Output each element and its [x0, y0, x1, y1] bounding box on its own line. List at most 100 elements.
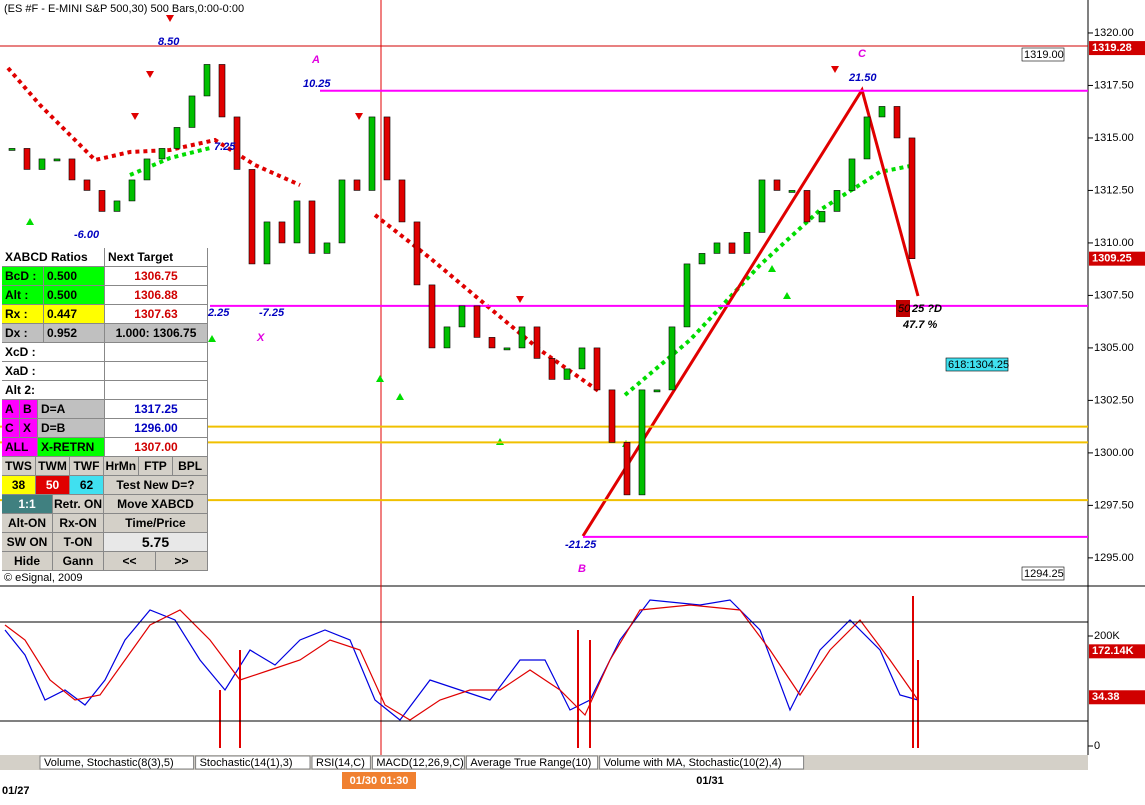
panel-button[interactable]: >>: [156, 552, 208, 570]
panel-button[interactable]: D=B: [38, 419, 105, 437]
panel-button[interactable]: 50: [36, 476, 70, 494]
panel-row: XcD :: [2, 343, 208, 362]
candle: [278, 221, 286, 244]
indicator-tab-label[interactable]: MACD(12,26,9,C): [376, 757, 463, 769]
panel-cell: XABCD Ratios: [2, 248, 105, 266]
panel-button[interactable]: HrMn: [103, 457, 139, 475]
panel-button[interactable]: Alt-ON: [2, 514, 53, 532]
candle: [443, 326, 451, 349]
annotation: -7.25: [259, 307, 285, 319]
panel-button[interactable]: 62: [70, 476, 104, 494]
candle: [128, 179, 136, 202]
annotation: 21.50: [848, 72, 877, 84]
candle: [473, 305, 481, 338]
panel-cell: 0.500: [44, 267, 105, 285]
panel-button[interactable]: Hide: [2, 552, 53, 570]
panel-button[interactable]: X: [20, 419, 38, 437]
panel-button[interactable]: Gann: [53, 552, 104, 570]
candle: [668, 326, 676, 391]
y-tick-label: 1295.00: [1094, 552, 1134, 564]
candle: [428, 284, 436, 349]
panel-row: TWS TWM TWF HrMn FTP BPL: [2, 457, 208, 476]
indicator-tab[interactable]: [465, 755, 599, 770]
price-box-label: 618:1304.25: [948, 359, 1009, 371]
panel-button[interactable]: X-RETRN: [38, 438, 105, 456]
candle: [458, 305, 466, 328]
chart-title: (ES #F - E-MINI S&P 500,30) 500 Bars,0:0…: [4, 3, 244, 15]
candle: [908, 137, 916, 259]
panel-button[interactable]: FTP: [138, 457, 174, 475]
candle: [728, 242, 736, 254]
candle: [263, 221, 271, 265]
indicator-tab-label[interactable]: RSI(14,C): [316, 757, 365, 769]
panel-button[interactable]: TWM: [35, 457, 70, 475]
indicator-tab[interactable]: [39, 755, 195, 770]
y-tick-label: 1317.50: [1094, 79, 1134, 91]
indicator-tab[interactable]: [371, 755, 465, 770]
panel-button[interactable]: A: [2, 400, 20, 418]
indicator-tab[interactable]: [599, 755, 805, 770]
annotation: 2.25: [207, 307, 230, 319]
panel-cell: XaD :: [2, 362, 105, 380]
panel-button[interactable]: T-ON: [53, 533, 104, 551]
candle: [893, 106, 901, 139]
candle: [788, 190, 796, 193]
price-box: [1021, 566, 1065, 581]
panel-button[interactable]: BPL: [173, 457, 208, 475]
panel-row: Hide Gann << >>: [2, 552, 208, 571]
panel-cell: XcD :: [2, 343, 105, 361]
candle: [758, 179, 766, 233]
panel-button[interactable]: B: [20, 400, 38, 418]
panel-row: XABCD Ratios Next Target: [2, 248, 208, 267]
panel-button[interactable]: Time/Price: [104, 514, 208, 532]
panel-button[interactable]: Test New D=?: [104, 476, 208, 494]
price-marker-label: 1309.25: [1092, 253, 1132, 265]
indicator-tab-label[interactable]: Average True Range(10): [470, 757, 591, 769]
panel-cell: 1307.63: [105, 305, 208, 323]
price-marker: [1089, 41, 1145, 56]
candle: [338, 179, 346, 244]
panel-cell: Rx :: [2, 305, 44, 323]
candle: [683, 263, 691, 328]
candle: [98, 190, 106, 212]
annotation: -6.00: [74, 229, 100, 241]
panel-button[interactable]: Rx-ON: [53, 514, 104, 532]
panel-button[interactable]: ALL: [2, 438, 38, 456]
candle: [143, 158, 151, 181]
panel-row: C X D=B 1296.00: [2, 419, 208, 438]
panel-button[interactable]: 5.75: [104, 533, 208, 551]
indicator-tab-label[interactable]: Volume, Stochastic(8(3),5): [44, 757, 174, 769]
y-tick-label: 1307.50: [1094, 289, 1134, 301]
panel-button[interactable]: 1:1: [2, 495, 53, 513]
indicator-tab[interactable]: [195, 755, 311, 770]
indicator-tab-label[interactable]: Stochastic(14(1),3): [200, 757, 293, 769]
stoch-marker: [1089, 690, 1145, 705]
panel-button[interactable]: SW ON: [2, 533, 53, 551]
annotation: B: [578, 563, 586, 575]
annotation: 25 ?D: [911, 303, 942, 315]
annotation: 47.7 %: [902, 319, 937, 331]
panel-cell: [105, 362, 208, 380]
candle: [773, 179, 781, 191]
candle: [563, 368, 571, 380]
panel-button[interactable]: TWS: [2, 457, 36, 475]
indicator-tab[interactable]: [311, 755, 371, 770]
panel-button[interactable]: C: [2, 419, 20, 437]
panel-button[interactable]: D=A: [38, 400, 105, 418]
candle: [803, 190, 811, 223]
candle: [53, 158, 61, 162]
panel-button[interactable]: TWF: [69, 457, 104, 475]
panel-cell: [105, 381, 208, 399]
stoch-marker-label: 34.38: [1092, 691, 1120, 703]
candle: [68, 158, 76, 181]
panel-button[interactable]: <<: [104, 552, 156, 570]
panel-button[interactable]: Retr. ON: [53, 495, 104, 513]
price-box: [1021, 47, 1065, 62]
candle: [488, 337, 496, 349]
copyright: © eSignal, 2009: [4, 572, 82, 584]
panel-button[interactable]: Move XABCD: [104, 495, 208, 513]
panel-button[interactable]: 38: [2, 476, 36, 494]
indicator-tab-label[interactable]: Volume with MA, Stochastic(10(2),4): [604, 757, 782, 769]
price-box: [945, 357, 1009, 372]
panel-cell: 1306.88: [105, 286, 208, 304]
